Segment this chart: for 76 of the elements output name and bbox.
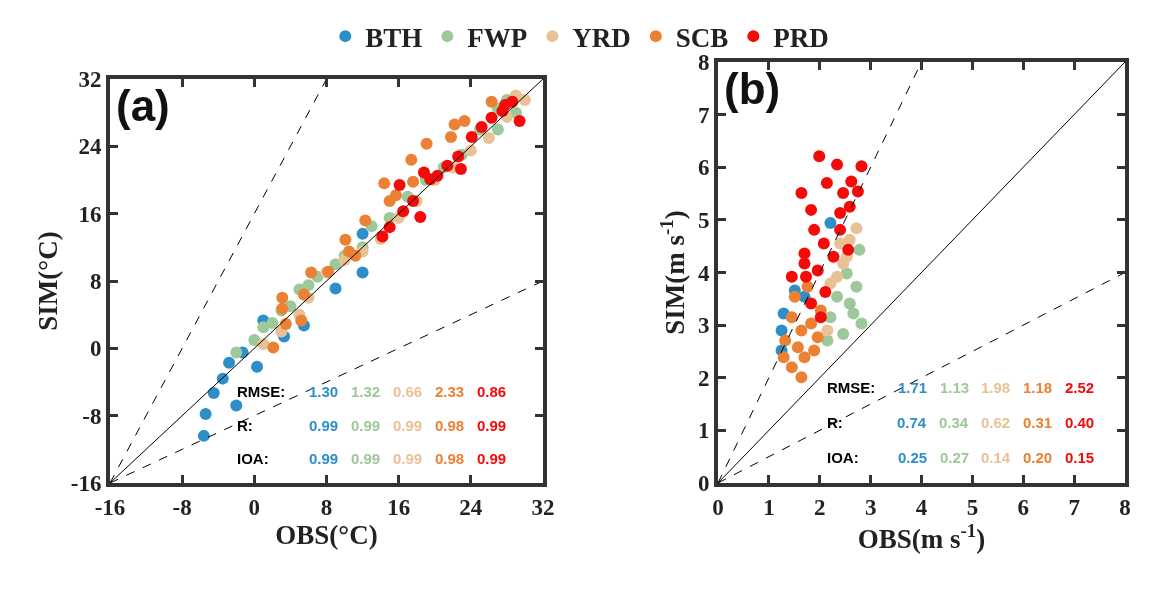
annotation: 0.62 [981,414,1011,431]
annotation: 1.30 [309,383,339,400]
x-tick-label: 7 [1068,494,1080,520]
x-tick-label: 16 [387,494,411,520]
x-tick-label: 5 [966,494,979,520]
legend-label: PRD [773,22,829,53]
y-tick-label: 5 [697,207,710,233]
annotation: 2.52 [1065,379,1095,396]
x-tick-label: 24 [459,494,483,520]
annotation: R: [827,414,843,431]
x-tick-label: 4 [915,494,928,520]
annotation: 0.31 [1023,414,1053,431]
y-tick-label: 4 [697,260,710,286]
y-tick-label: 7 [697,102,710,128]
annotation: 2.33 [435,383,465,400]
x-tick-label: 1 [763,494,775,520]
y-tick-label: -8 [82,403,102,429]
annotation: 0.99 [477,417,507,434]
annotation: 0.99 [309,417,339,434]
x-tick-label: 32 [531,494,555,520]
legend-label: YRD [572,22,631,53]
x-axis-title: OBS(°C) [275,519,378,550]
chart-title: (a) [116,81,170,130]
y-tick-label: 16 [78,201,102,227]
annotation: 1.98 [981,379,1011,396]
annotation: 1.32 [351,383,381,400]
annotation: 0.98 [435,450,465,467]
annotation: 0.99 [393,417,423,434]
y-tick-label: -16 [70,471,102,497]
annotation: IOA: [237,450,269,467]
annotation: 0.34 [939,414,969,431]
x-tick-label: 0 [248,494,261,520]
annotation: 0.86 [477,383,507,400]
x-tick-label: 2 [814,494,826,520]
legend-label: BTH [365,22,423,53]
annotation: 1.71 [898,379,928,396]
annotation: 0.66 [393,383,423,400]
legend-label: FWP [467,22,528,53]
y-tick-label: 1 [697,418,710,444]
annotation: R: [237,417,253,434]
chart-title: (b) [724,64,781,113]
annotation: RMSE: [237,383,286,400]
y-tick-label: 24 [78,134,102,160]
annotation: 0.99 [351,450,381,467]
y-tick-label: 32 [78,67,102,93]
annotation: IOA: [827,449,859,466]
annotation: 0.14 [981,449,1011,466]
annotation: 0.15 [1065,449,1095,466]
x-tick-label: 8 [320,494,333,520]
annotation: 1.13 [940,379,970,396]
annotation: 0.99 [477,450,507,467]
annotation: 1.18 [1023,379,1053,396]
y-axis-title: SIM(°C) [33,231,64,331]
annotation: 0.99 [309,450,339,467]
y-tick-label: 2 [697,365,710,391]
annotation: 0.98 [435,417,465,434]
annotation: 0.20 [1023,449,1053,466]
x-tick-label: 8 [1119,494,1131,520]
annotation: 0.74 [897,414,927,431]
y-tick-label: 0 [89,336,102,362]
y-tick-label: 0 [697,471,710,497]
annotation: RMSE: [827,379,876,396]
y-tick-label: 8 [697,50,710,76]
annotation: 0.99 [351,417,381,434]
x-tick-label: 3 [864,494,877,520]
annotation: 0.99 [393,450,423,467]
legend-label: SCB [675,22,729,53]
annotation: 0.25 [898,449,928,466]
y-tick-label: 8 [89,269,102,295]
annotation: 0.27 [940,449,970,466]
y-tick-label: 3 [697,313,710,339]
y-tick-label: 6 [697,155,710,181]
x-tick-label: 6 [1017,494,1029,520]
annotation: 0.40 [1065,414,1095,431]
x-axis-title: OBS(m s$^{-1}$) [857,519,986,554]
x-tick-label: -8 [172,494,192,520]
